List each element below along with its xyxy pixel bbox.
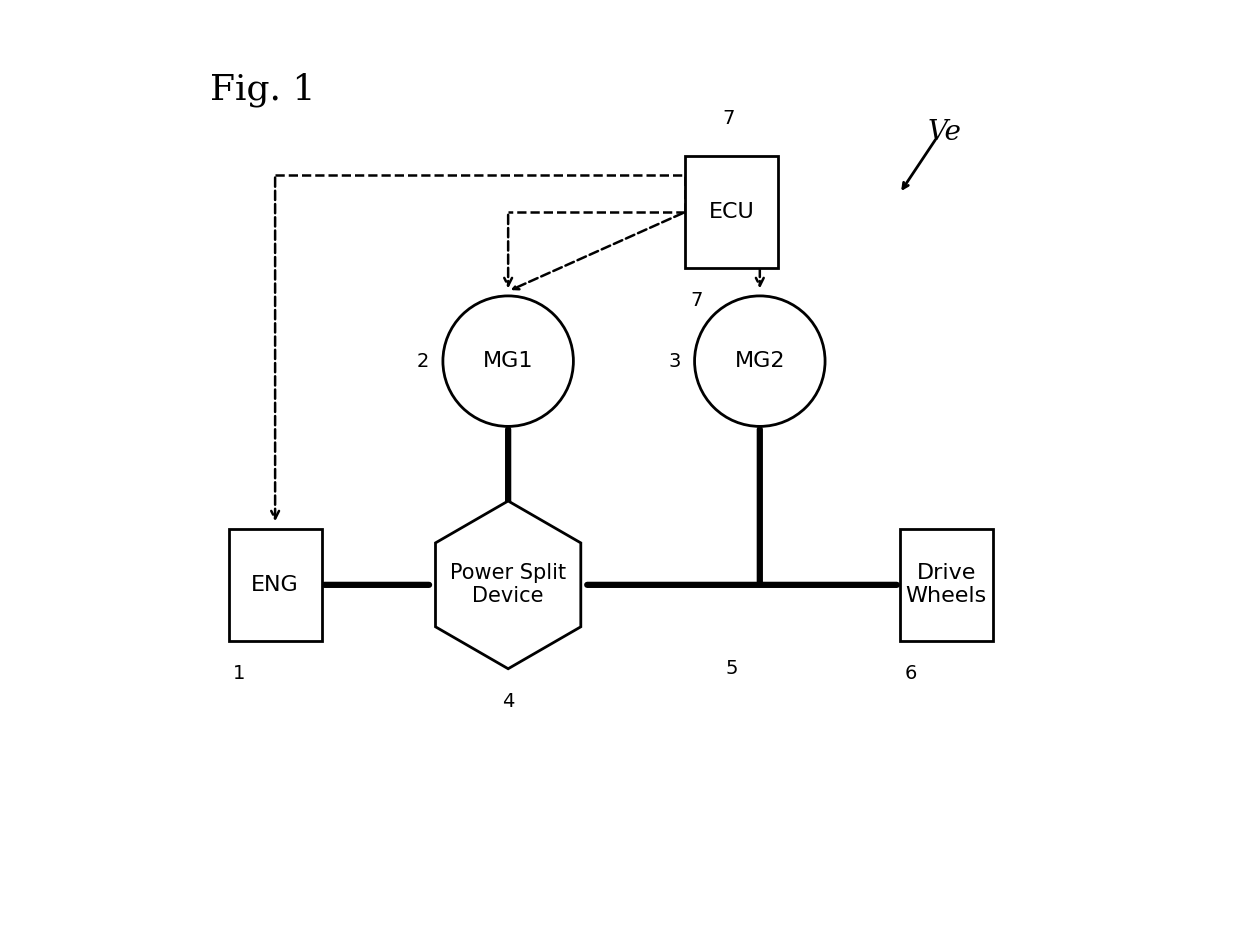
Circle shape — [443, 296, 573, 427]
Text: Ve: Ve — [928, 119, 961, 146]
Text: 5: 5 — [725, 659, 738, 678]
Text: Power Split
Device: Power Split Device — [450, 563, 567, 606]
Circle shape — [694, 296, 825, 427]
Text: ECU: ECU — [709, 202, 755, 222]
FancyBboxPatch shape — [900, 529, 993, 640]
Text: 2: 2 — [417, 352, 429, 371]
Text: MG1: MG1 — [482, 351, 533, 371]
FancyBboxPatch shape — [686, 156, 779, 268]
Text: Drive
Wheels: Drive Wheels — [905, 563, 987, 606]
Text: 1: 1 — [233, 664, 246, 683]
Text: 6: 6 — [904, 664, 916, 683]
Text: 4: 4 — [502, 692, 515, 711]
Polygon shape — [435, 501, 580, 669]
Text: ENG: ENG — [252, 575, 299, 595]
Text: MG2: MG2 — [734, 351, 785, 371]
Text: 7: 7 — [723, 109, 735, 128]
Text: Fig. 1: Fig. 1 — [210, 72, 315, 107]
FancyBboxPatch shape — [228, 529, 321, 640]
Text: 7: 7 — [689, 291, 702, 310]
Text: 3: 3 — [668, 352, 681, 371]
